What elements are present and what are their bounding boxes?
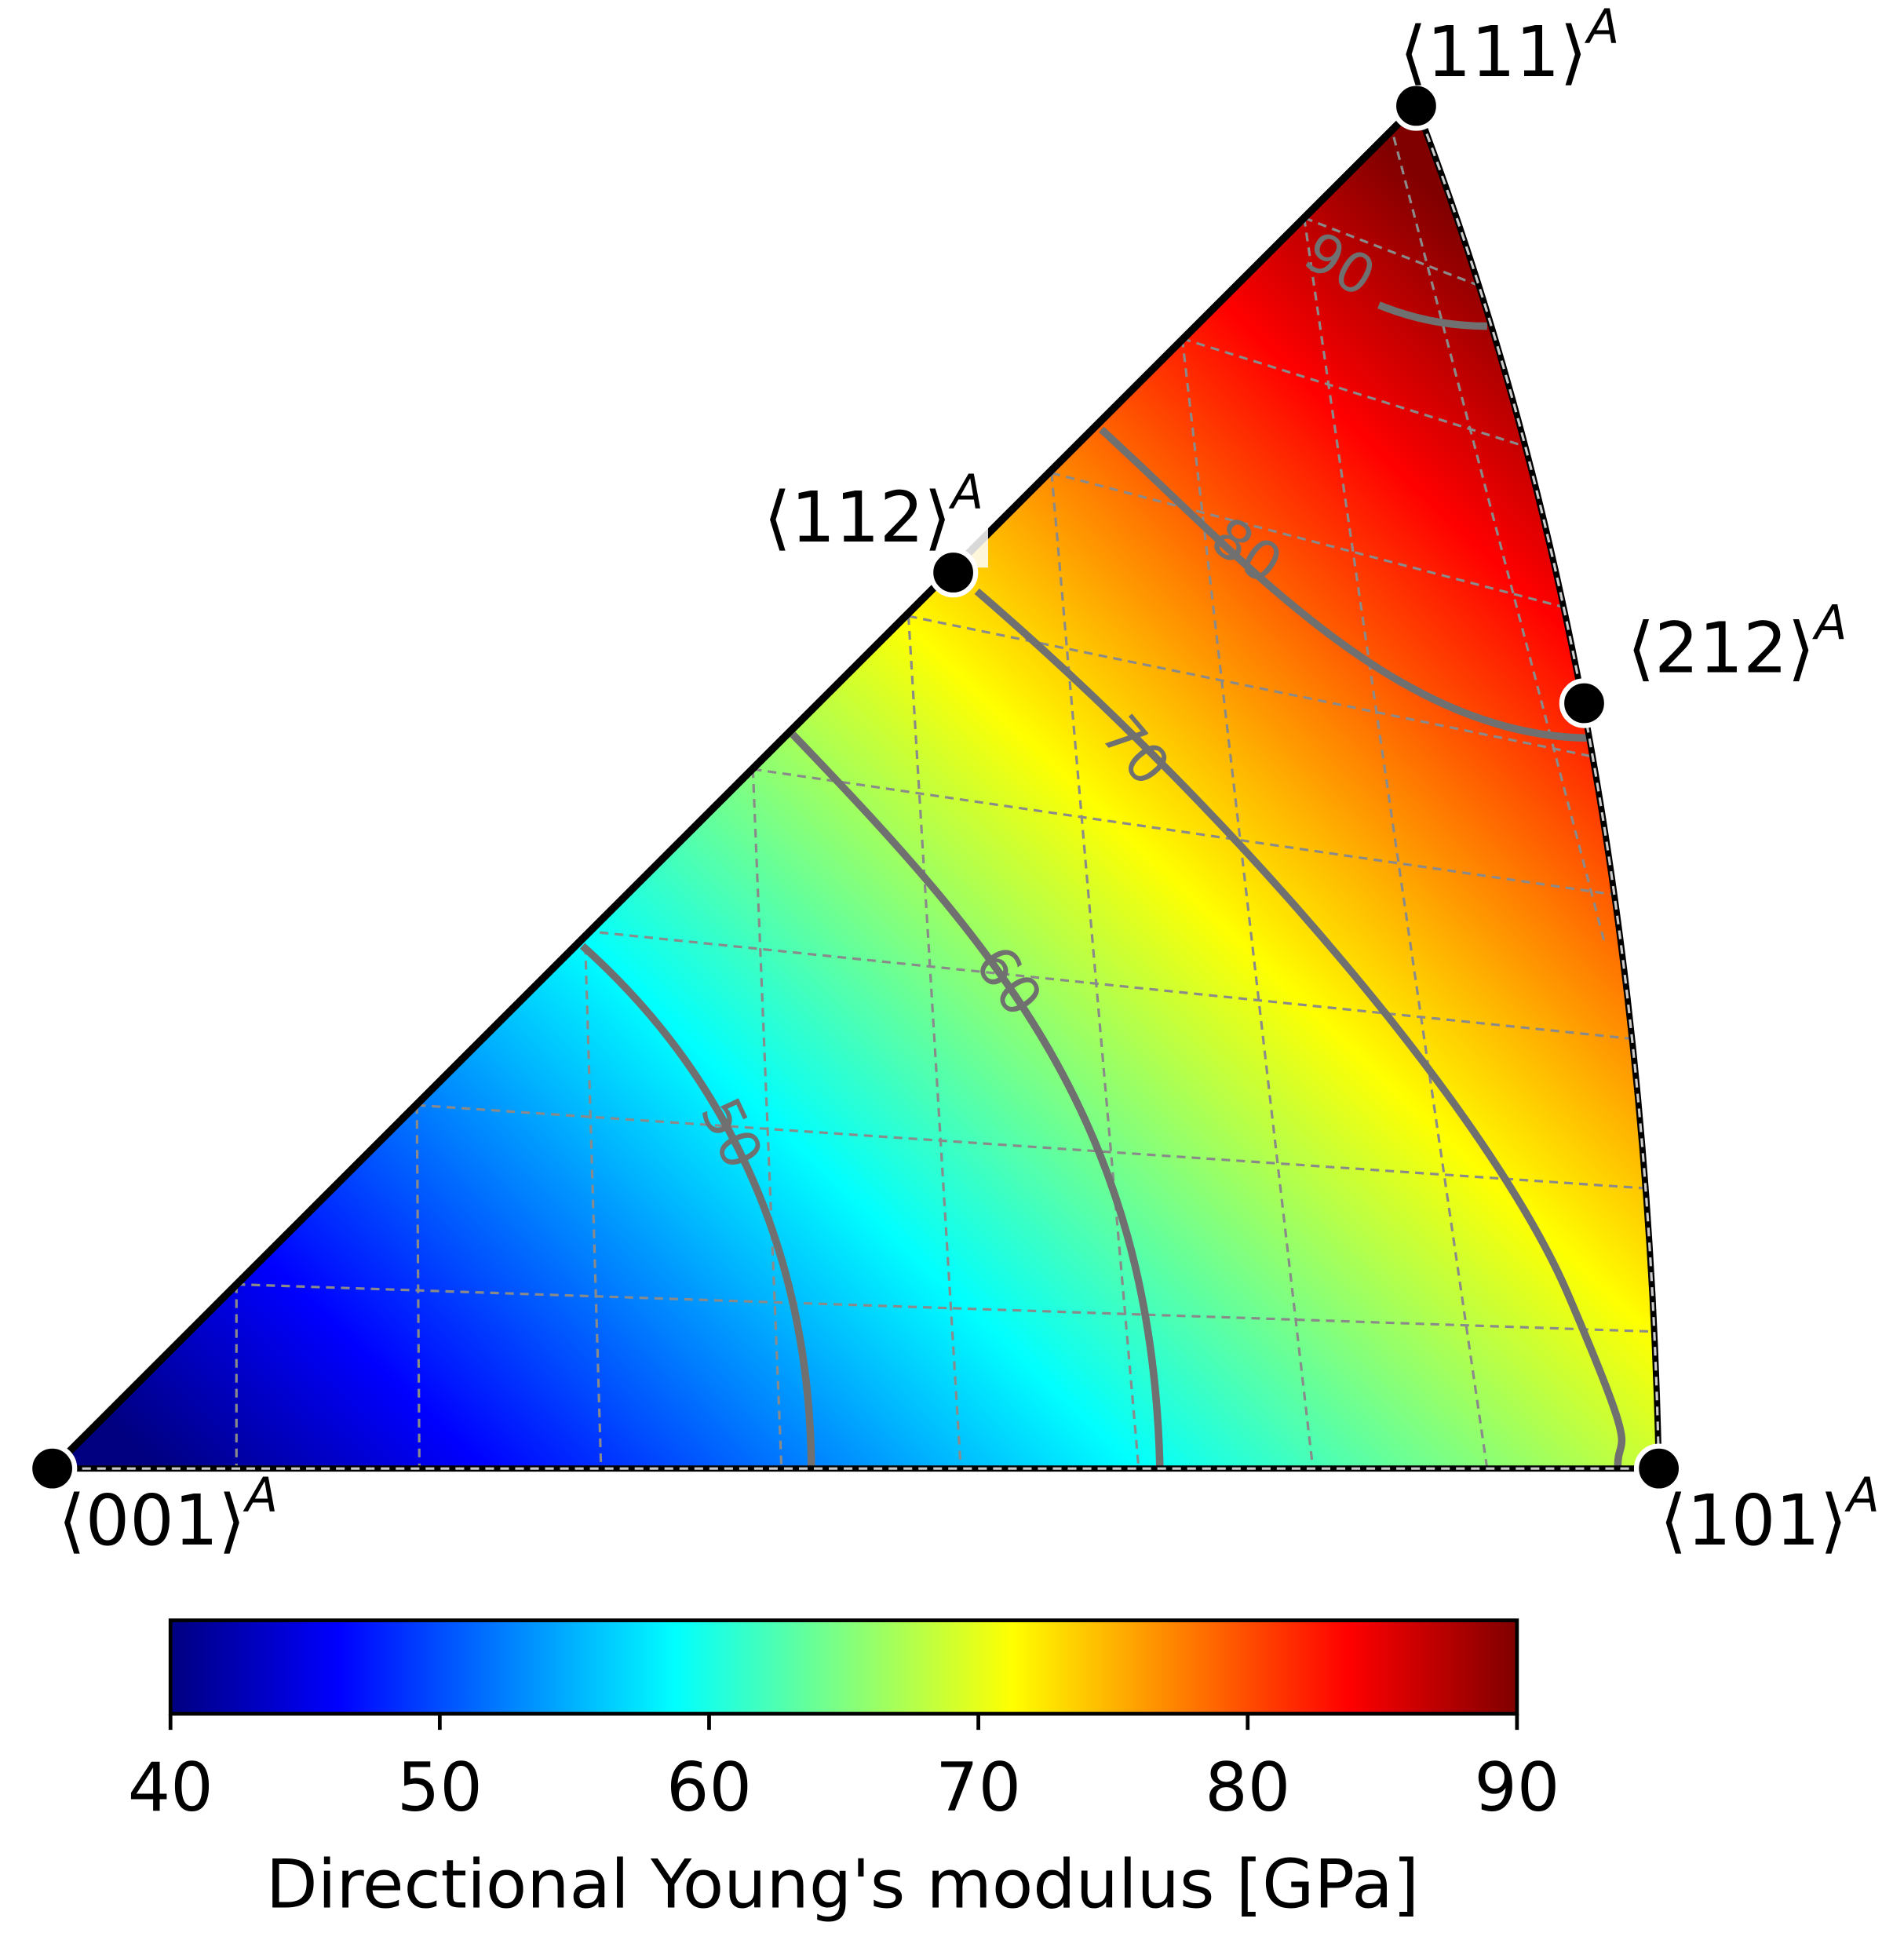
contour-line: [1377, 301, 1487, 330]
pole-marker: [27, 1443, 78, 1494]
grid-line: [236, 1282, 1655, 1333]
ipf-field: [52, 105, 1659, 1469]
grid-line: [415, 1105, 421, 1469]
pole-label-bg: [1654, 1478, 1884, 1571]
contour-line: [1099, 426, 1587, 742]
grid-line: [1303, 217, 1489, 1469]
colorbar-tick-label: 90: [1474, 1749, 1559, 1827]
pole-marker: [1391, 81, 1442, 131]
colorbar-tick-label: 40: [128, 1749, 213, 1827]
colorbar: [168, 1618, 1519, 1716]
ipf-edge: [49, 103, 1419, 1472]
pole-label-text: ⟨101⟩: [1660, 1481, 1847, 1562]
colorbar-label: Directional Young's modulus [GPa]: [266, 1847, 1419, 1924]
ipf-edge: [1414, 105, 1661, 1469]
grid-line: [1180, 338, 1315, 1469]
pole-label-superscript: A: [1844, 1468, 1880, 1523]
pole-label-superscript: A: [1811, 596, 1847, 651]
pole-label: ⟨101⟩A: [1660, 1468, 1880, 1562]
poles: ⟨001⟩A ⟨101⟩A⟨111⟩A⟨112⟩A⟨212⟩A: [27, 0, 1884, 1571]
pole-label-text: ⟨001⟩: [58, 1481, 246, 1562]
grid-line: [585, 929, 1637, 1041]
pole-label-text: ⟨212⟩: [1628, 608, 1815, 689]
pole-marker: [1633, 1443, 1684, 1494]
pole-marker: [928, 547, 979, 598]
grid-line: [906, 615, 962, 1469]
pole-label-text: ⟨111⟩: [1399, 12, 1587, 93]
pole-label-bg: [53, 1478, 283, 1571]
grid-line: [1051, 472, 1575, 611]
pole-label: ⟨212⟩A: [1628, 596, 1847, 689]
pole-label-superscript: A: [243, 1468, 278, 1523]
contour-line: [579, 943, 815, 1467]
grid: [235, 137, 1655, 1469]
pole-label: ⟨112⟩A: [764, 465, 983, 559]
pole-label-superscript: A: [1584, 0, 1619, 55]
grid-line: [753, 768, 1625, 898]
grid-line: [751, 768, 783, 1469]
pole-label-superscript: A: [948, 465, 983, 520]
contour-line: [974, 588, 1626, 1467]
colorbar-tick-label: 70: [936, 1749, 1021, 1827]
colorbar-tick-label: 50: [397, 1749, 483, 1827]
grid-line: [1181, 337, 1531, 450]
grid-line: [1392, 137, 1607, 946]
grid-line: [417, 1103, 1650, 1190]
pole-label-text: ⟨112⟩: [764, 477, 951, 558]
pole-label: ⟨111⟩A: [1399, 0, 1619, 93]
pole-label: ⟨001⟩A: [58, 1468, 278, 1562]
pole-label-bg: [1395, 9, 1625, 103]
contour-line: [790, 731, 1164, 1467]
pole-marker: [1559, 678, 1610, 728]
grid-line: [583, 931, 603, 1469]
colorbar-tick-label: 60: [666, 1749, 752, 1827]
colorbar-axis: 40 50 60 70 80 90: [128, 1713, 1559, 1827]
grid-line: [1304, 217, 1482, 288]
pole-label-bg: [1622, 606, 1852, 698]
grid-line: [1050, 472, 1140, 1469]
colorbar-tick-label: 80: [1205, 1749, 1290, 1827]
